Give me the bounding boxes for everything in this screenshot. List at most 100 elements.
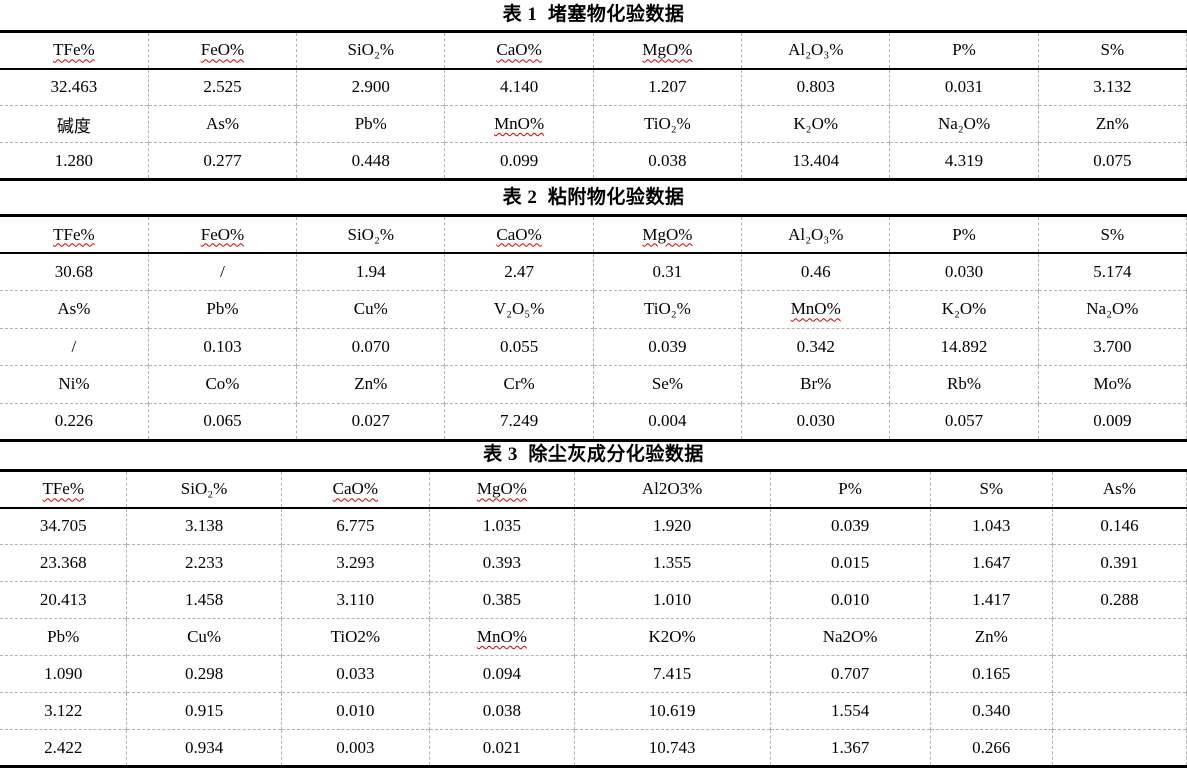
cell-text: 0.010 xyxy=(336,701,375,720)
cell-text: 0.707 xyxy=(830,664,870,683)
value-cell: 20.413 xyxy=(0,581,127,619)
value-cell: 0.010 xyxy=(280,692,430,730)
header-cell: SiO₂% xyxy=(126,470,282,508)
value-cell: 0.707 xyxy=(769,655,931,693)
value-cell: 1.043 xyxy=(929,506,1053,545)
cell-text: Cr% xyxy=(503,374,535,394)
value-cell: 2.525 xyxy=(147,67,297,106)
header-cell: P% xyxy=(889,31,1039,69)
header-cell: Cu% xyxy=(296,290,445,328)
value-cell xyxy=(1051,692,1187,730)
value-cell: 0.027 xyxy=(296,402,445,441)
value-cell: 0.385 xyxy=(428,581,575,619)
cell-text: TiO₂% xyxy=(643,299,691,319)
value-cell: 0.298 xyxy=(126,655,282,693)
value-cell: 3.293 xyxy=(280,544,430,582)
value-cell: 0.342 xyxy=(741,327,890,366)
header-cell: Se% xyxy=(592,365,742,403)
value-cell: 34.705 xyxy=(0,506,127,545)
cell-text: 4.319 xyxy=(944,150,984,170)
header-cell: Cu% xyxy=(126,618,282,656)
cell-text: MnO% xyxy=(790,299,841,319)
header-cell: Zn% xyxy=(1037,105,1187,143)
value-cell: 0.070 xyxy=(296,327,445,366)
value-cell: 4.140 xyxy=(444,67,594,106)
cell-text: 0.342 xyxy=(796,336,835,356)
header-cell: Zn% xyxy=(929,618,1053,656)
cell-text: 2.422 xyxy=(44,737,83,757)
value-cell: 3.138 xyxy=(126,506,282,545)
cell-text: K₂O% xyxy=(793,114,839,133)
value-cell: 0.038 xyxy=(428,692,575,730)
cell-text: 0.277 xyxy=(203,150,242,170)
cell-text: 13.404 xyxy=(792,150,840,170)
cell-text: 4.140 xyxy=(499,77,539,97)
cell-text: 0.021 xyxy=(482,737,521,757)
cell-text: As% xyxy=(1102,479,1136,499)
header-cell xyxy=(1051,618,1187,656)
header-cell: FeO% xyxy=(147,215,297,253)
cell-text: 2.233 xyxy=(184,553,224,572)
cell-text: Br% xyxy=(800,374,832,394)
table1-title: 表 1 堵塞物化验数据 xyxy=(502,4,685,25)
cell-text: 1.035 xyxy=(482,516,521,536)
cell-text: 0.003 xyxy=(336,737,375,757)
value-cell: 0.033 xyxy=(280,655,430,693)
cell-text: 1.280 xyxy=(54,150,94,170)
cell-text: Zn% xyxy=(1095,114,1129,133)
value-cell: 0.226 xyxy=(0,402,149,441)
header-cell: Al₂O₃% xyxy=(741,31,890,69)
cell-text: Rb% xyxy=(947,374,982,394)
cell-text: 0.010 xyxy=(830,590,870,609)
header-cell: S% xyxy=(929,470,1053,508)
value-cell: 0.277 xyxy=(147,142,297,180)
cell-text: 0.031 xyxy=(944,77,984,97)
value-cell: 0.094 xyxy=(428,655,575,693)
value-cell: 14.892 xyxy=(889,327,1039,366)
value-cell: 2.233 xyxy=(126,544,282,582)
value-cell: 1.554 xyxy=(769,692,931,730)
table-data-row: 34.705 3.138 6.775 1.035 1.920 0.039 1.043 0.14… xyxy=(0,506,1187,545)
header-cell: MgO% xyxy=(592,31,742,69)
cell-text: 1.554 xyxy=(830,701,870,720)
cell-text: 0.448 xyxy=(351,150,390,170)
cell-text: Zn% xyxy=(354,374,388,394)
value-cell: 0.915 xyxy=(126,692,282,730)
cell-text: 0.038 xyxy=(482,701,521,720)
cell-text: Pb% xyxy=(47,627,80,646)
cell-text: 0.340 xyxy=(972,701,1011,720)
cell-text: SiO₂% xyxy=(347,224,395,244)
header-cell: S% xyxy=(1037,215,1187,253)
cell-text: 7.249 xyxy=(499,411,539,431)
value-cell: 2.47 xyxy=(444,252,594,291)
value-cell: 2.900 xyxy=(296,67,445,106)
cell-text: 2.525 xyxy=(203,77,242,97)
header-cell: Br% xyxy=(741,365,890,403)
header-cell: Zn% xyxy=(296,365,445,403)
table-data-row: 1.280 0.277 0.448 0.099 0.038 13.404 4.319 0.07… xyxy=(0,142,1187,180)
cell-text: 14.892 xyxy=(940,336,988,356)
cell-text: / xyxy=(220,262,225,281)
header-cell: MgO% xyxy=(592,215,742,253)
header-cell: Na₂O% xyxy=(889,105,1039,143)
value-cell: 0.021 xyxy=(428,729,575,767)
value-cell: 0.146 xyxy=(1051,506,1187,545)
header-cell: TFe% xyxy=(0,471,127,508)
cell-text: 1.920 xyxy=(652,516,692,536)
header-cell: MnO% xyxy=(428,618,575,656)
value-cell: 0.003 xyxy=(280,729,430,767)
cell-text: 1.355 xyxy=(652,553,692,572)
value-cell: 0.288 xyxy=(1051,581,1187,619)
table-header-row: TFe% FeO% SiO₂% CaO% MgO% Al₂O₃% P% S% xyxy=(0,31,1187,69)
cell-text: Cu% xyxy=(187,627,222,646)
cell-text: 1.367 xyxy=(830,737,870,757)
cell-text: Cu% xyxy=(353,299,388,319)
header-cell: MnO% xyxy=(741,290,890,328)
table-header-row: Ni% Co% Zn% Cr% Se% Br% Rb% Mo% xyxy=(0,365,1187,403)
cell-text: TiO₂% xyxy=(643,114,691,133)
value-cell: 1.090 xyxy=(0,655,127,693)
cell-text: SiO₂% xyxy=(347,40,395,60)
value-cell: 3.122 xyxy=(0,692,127,730)
cell-text: 10.743 xyxy=(648,737,696,757)
header-cell: As% xyxy=(147,105,297,143)
